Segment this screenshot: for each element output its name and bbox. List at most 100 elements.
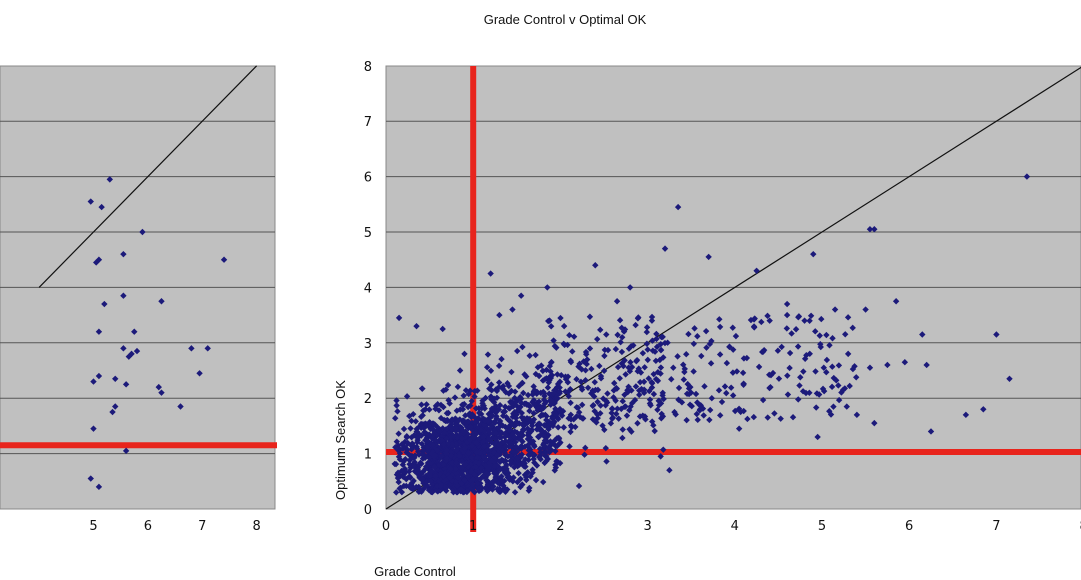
data-point [723,359,731,367]
data-point [403,475,410,483]
data-point [567,428,574,436]
data-point [531,443,538,450]
data-point [530,410,537,417]
data-point [488,396,495,403]
data-point [452,465,459,473]
data-point [554,442,561,450]
data-point [551,437,559,444]
x-tick-label: 6 [905,519,913,534]
data-point [657,370,664,377]
data-point [479,402,487,409]
data-point [777,415,784,422]
data-point [502,431,509,438]
data-point [456,367,464,374]
data-point [613,298,621,305]
data-point [543,457,550,465]
data-point [618,324,625,332]
data-point [90,425,97,432]
data-point [458,458,466,465]
data-point [413,483,420,491]
data-point [87,198,94,205]
data-point [546,377,553,384]
data-point [608,409,615,417]
data-point [555,435,563,442]
data-point [592,386,599,394]
data-point [526,407,533,415]
data-point [750,316,758,323]
data-point [447,465,454,473]
data-point [591,407,598,415]
x-ticks-left: 5 6 7 8 [89,519,260,534]
data-point [495,379,503,386]
data-point [498,473,505,480]
data-point [548,372,556,379]
data-point [849,365,857,373]
data-point [552,464,560,471]
data-point [651,427,658,435]
data-point [843,403,850,410]
data-point [923,361,930,369]
data-point [541,422,548,429]
data-point [541,459,548,467]
data-point [120,250,127,258]
data-point [544,455,552,463]
data-point [586,313,594,320]
data-point [723,389,730,397]
data-point [901,358,909,366]
data-point [658,333,665,341]
data-point [417,424,425,432]
data-point [597,326,604,334]
data-point [508,421,515,429]
data-point [540,432,547,439]
data-point [567,399,574,407]
data-point [514,347,521,355]
data-point [461,350,468,358]
data-point [418,401,425,408]
data-point [392,460,400,468]
data-point [536,445,544,453]
data-point [457,486,465,493]
data-point [614,363,622,371]
data-point [491,463,498,470]
data-point [694,333,701,340]
data-point [717,412,724,419]
data-point [635,365,642,372]
data-point [610,394,617,401]
data-point [431,452,439,459]
data-point [423,401,430,408]
data-point [410,463,418,470]
data-point [767,383,774,391]
data-point [532,476,540,484]
data-point [613,410,620,418]
data-point [739,369,747,377]
data-point [422,406,429,413]
data-point [492,476,499,483]
data-point [87,475,94,482]
data-point [447,452,455,459]
data-point [442,386,450,393]
data-point [95,256,103,263]
data-point [469,481,476,488]
data-point [498,355,505,363]
data-point [443,454,450,462]
data-point [731,407,739,415]
data-point [496,402,504,409]
data-point [496,417,504,425]
y-tick-label: 1 [364,448,372,463]
data-point [871,226,878,233]
data-point [826,342,833,349]
data-point [644,356,651,364]
data-point [515,383,523,390]
data-point [522,456,529,463]
data-point [500,382,507,390]
data-point [718,398,726,406]
data-point [488,412,496,419]
data-point [498,476,505,484]
data-point [518,481,526,488]
data-point [480,443,488,450]
data-point [397,484,404,491]
data-point [567,357,574,364]
data-point [484,376,491,384]
data-point [619,426,626,433]
data-point [774,347,782,354]
